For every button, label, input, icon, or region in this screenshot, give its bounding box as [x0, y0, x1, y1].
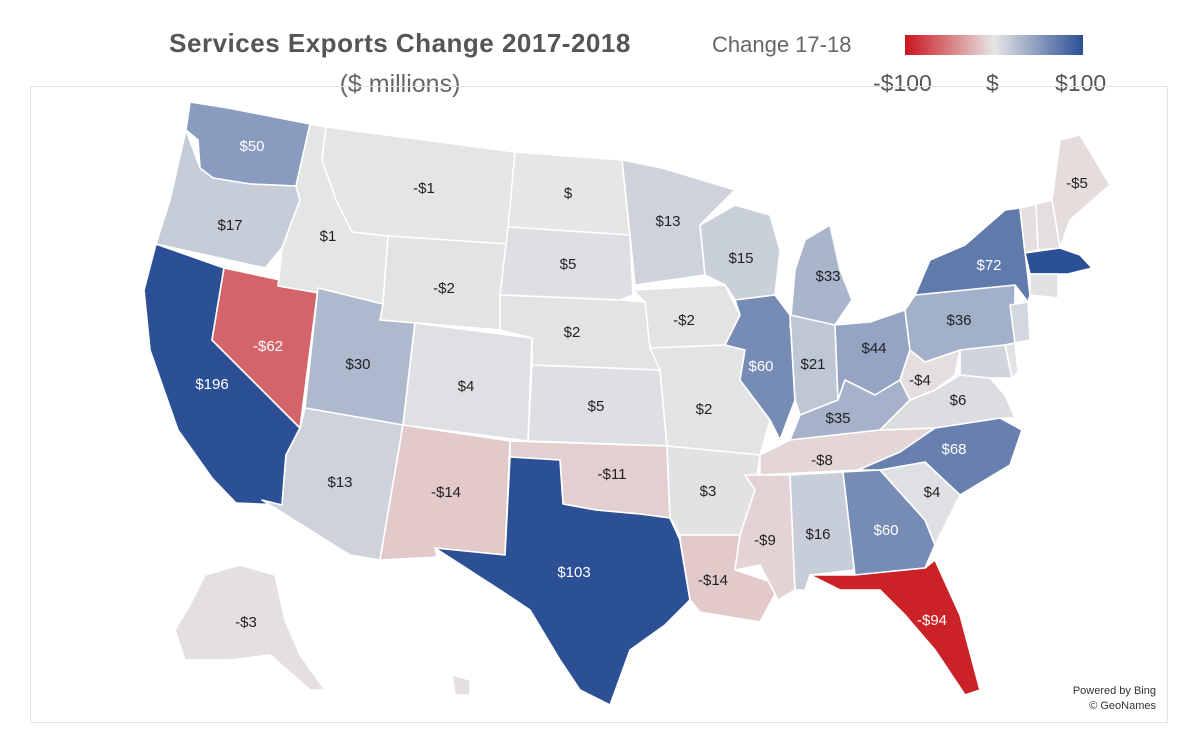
state-label-ok: -$11 — [598, 466, 627, 483]
state-label-mo: $2 — [696, 401, 713, 418]
state-label-tx: $103 — [557, 564, 590, 581]
state-label-mi: $33 — [815, 268, 840, 285]
map-attribution: Powered by Bing © GeoNames — [1073, 684, 1156, 714]
state-fl — [809, 559, 981, 696]
state-label-nc: $68 — [941, 441, 966, 458]
state-label-wy: -$2 — [433, 280, 455, 297]
state-ma — [1024, 247, 1093, 275]
state-label-oh: $44 — [861, 340, 886, 357]
state-label-wi: $15 — [728, 250, 753, 267]
state-md — [959, 344, 1013, 379]
state-il — [724, 294, 796, 441]
state-wy — [379, 235, 509, 331]
legend-mid-label: $ — [986, 70, 999, 96]
state-label-ny: $72 — [976, 257, 1001, 274]
legend-title: Change 17-18 — [712, 32, 852, 57]
attribution-geonames: © GeoNames — [1089, 700, 1156, 712]
state-ct — [1029, 273, 1059, 299]
state-label-tn: -$8 — [811, 452, 833, 469]
state-label-mt: -$1 — [413, 180, 435, 197]
state-label-in: $21 — [800, 356, 825, 373]
state-label-or: $17 — [217, 217, 242, 234]
state-label-me: -$5 — [1066, 175, 1088, 192]
state-label-il: $60 — [748, 358, 773, 375]
map-frame — [30, 86, 1168, 723]
state-label-ca: $196 — [195, 376, 228, 393]
state-label-ky: $35 — [825, 410, 850, 427]
state-label-ks: $5 — [588, 398, 605, 415]
state-label-pa: $36 — [946, 312, 971, 329]
state-label-id: $1 — [320, 228, 337, 245]
state-label-ga: $60 — [873, 522, 898, 539]
legend-max-label: $100 — [1055, 70, 1107, 96]
state-label-nv: -$62 — [253, 338, 283, 355]
state-vt — [1019, 203, 1039, 254]
state-sd — [499, 226, 634, 301]
state-ak — [174, 564, 326, 691]
state-label-wa: $50 — [239, 138, 264, 155]
state-label-ia: -$2 — [673, 312, 695, 329]
state-label-sd: $5 — [560, 256, 577, 273]
state-label-co: $4 — [458, 378, 475, 395]
chart-subtitle: ($ millions) — [339, 70, 461, 98]
state-label-sc: $4 — [924, 484, 941, 501]
state-label-ut: $30 — [345, 356, 370, 373]
state-label-ar: $3 — [700, 483, 717, 500]
state-label-al: $16 — [805, 526, 830, 543]
state-nj — [1009, 301, 1031, 344]
state-label-mn: $13 — [655, 213, 680, 230]
chart-title: Services Exports Change 2017-2018 — [169, 28, 631, 58]
state-label-la: -$14 — [698, 572, 728, 589]
state-label-wv: -$4 — [909, 372, 931, 389]
state-tx — [434, 456, 691, 706]
state-label-ne: $2 — [564, 324, 581, 341]
state-label-nm: -$14 — [431, 484, 461, 501]
state-label-fl: -$94 — [917, 612, 947, 629]
state-hi — [451, 674, 471, 696]
state-label-va: $6 — [950, 392, 967, 409]
state-label-az: $13 — [327, 474, 352, 491]
state-label-nd: $ — [564, 185, 573, 202]
state-label-ms: -$9 — [754, 532, 776, 549]
attribution-bing: Powered by Bing — [1072, 685, 1156, 697]
legend-min-label: -$100 — [873, 70, 932, 96]
state-mi — [789, 224, 853, 329]
state-label-ak: -$3 — [235, 614, 257, 631]
legend-color-scale — [905, 35, 1083, 55]
